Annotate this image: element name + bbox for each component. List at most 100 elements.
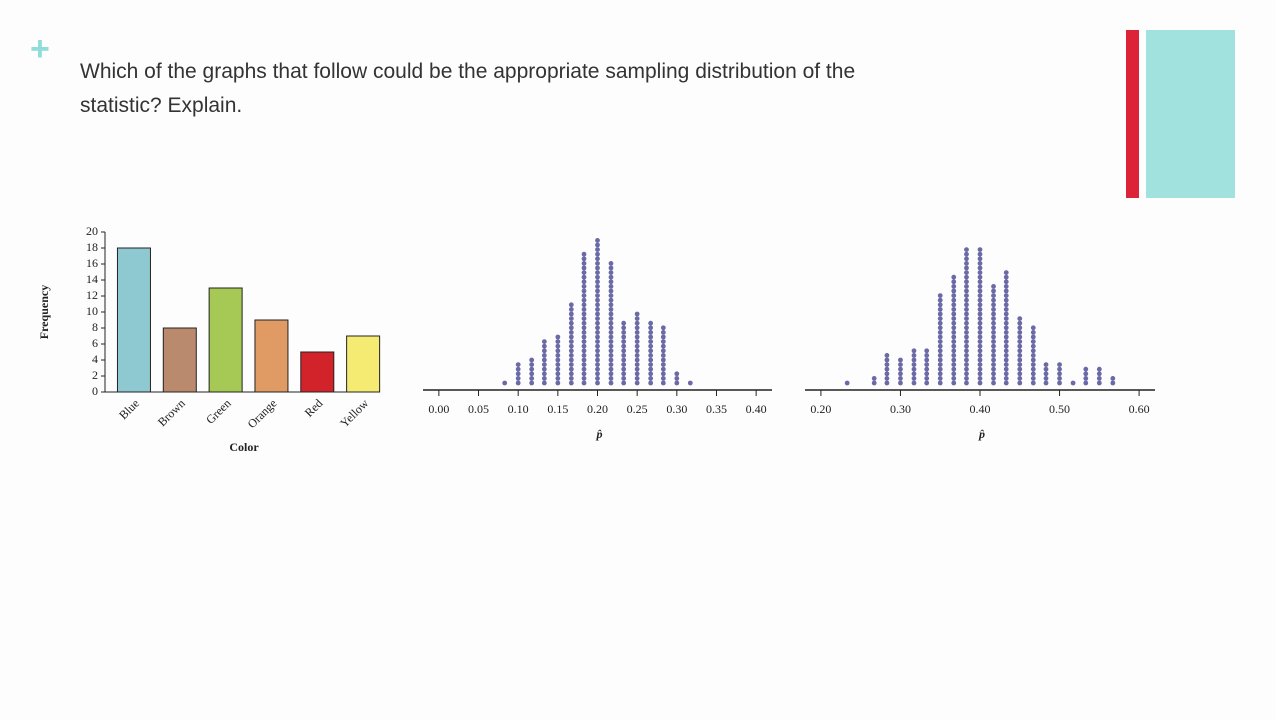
dot	[1003, 302, 1009, 308]
bar	[254, 319, 289, 393]
dot	[937, 366, 943, 372]
dot	[964, 330, 969, 335]
dot	[964, 279, 969, 285]
dot	[964, 270, 969, 275]
dot	[608, 293, 614, 298]
dot	[1003, 325, 1009, 331]
dot	[964, 265, 969, 271]
dot	[581, 343, 587, 349]
dot	[1043, 371, 1049, 377]
bar	[346, 335, 381, 393]
dot	[581, 261, 587, 266]
dot	[977, 366, 983, 372]
dot	[964, 261, 969, 266]
dot	[621, 380, 627, 386]
dot	[1096, 376, 1102, 381]
dot	[621, 320, 627, 326]
dot	[871, 376, 877, 381]
dot	[595, 307, 600, 312]
dot	[581, 307, 587, 312]
dot	[608, 320, 614, 326]
dot	[1003, 339, 1009, 344]
x-tick-label: 0.05	[468, 402, 489, 416]
dot	[884, 353, 890, 358]
y-axis-label: Frequency	[37, 285, 51, 339]
dot	[977, 307, 983, 312]
x-tick-label: 0.40	[746, 402, 767, 416]
x-tick-label: 0.60	[1129, 402, 1150, 416]
dot	[555, 343, 561, 349]
dot	[674, 380, 680, 386]
dot	[595, 339, 600, 344]
x-tick-label: 0.10	[508, 402, 529, 416]
dot	[1096, 366, 1102, 372]
dot	[568, 357, 574, 363]
question-line: statistic? Explain.	[80, 94, 243, 117]
dot	[660, 357, 666, 363]
dot	[1003, 376, 1009, 381]
dot	[1057, 371, 1062, 377]
dot	[977, 261, 983, 266]
dot	[924, 353, 930, 358]
dot	[648, 334, 654, 340]
dot	[977, 311, 983, 317]
dot	[1003, 357, 1009, 363]
dot	[621, 334, 627, 340]
dot	[595, 302, 600, 308]
dot	[898, 380, 903, 386]
bullet-marker: +	[30, 30, 50, 68]
dot	[977, 279, 983, 285]
dot	[648, 353, 654, 358]
x-tick-label: 0.20	[810, 402, 831, 416]
dot	[529, 362, 535, 367]
dot	[964, 380, 969, 386]
dot	[648, 320, 654, 326]
dot	[977, 251, 983, 257]
dot	[911, 348, 917, 354]
dot	[1043, 380, 1049, 386]
dot	[541, 371, 547, 377]
dot	[964, 343, 969, 349]
dot	[1003, 334, 1009, 340]
dot	[964, 371, 969, 377]
dot	[924, 380, 930, 386]
x-tick-label: Red	[302, 396, 326, 420]
dot	[595, 334, 600, 340]
y-tick-label: 2	[92, 368, 98, 382]
dot	[991, 284, 996, 289]
dot	[977, 320, 983, 326]
dot	[581, 293, 587, 298]
dot	[951, 353, 957, 358]
dot	[608, 348, 614, 354]
dot	[634, 330, 640, 335]
dot	[1017, 320, 1023, 326]
dot	[924, 376, 930, 381]
dot	[991, 311, 996, 317]
dot	[1030, 371, 1036, 377]
dot	[595, 371, 600, 377]
dot	[1003, 284, 1009, 289]
dot	[581, 279, 587, 285]
dot	[1017, 343, 1023, 349]
dot	[951, 380, 957, 386]
dot	[951, 343, 957, 349]
dot	[937, 297, 943, 303]
dot	[581, 284, 587, 289]
dot	[608, 376, 614, 381]
dot	[964, 293, 969, 298]
y-tick-label: 0	[92, 384, 98, 398]
dot	[568, 353, 574, 358]
dot	[951, 339, 957, 344]
dot	[951, 330, 957, 335]
dot	[977, 316, 983, 321]
dot	[648, 343, 654, 349]
x-tick-label: 0.25	[627, 402, 648, 416]
dot	[951, 307, 957, 312]
dot	[621, 353, 627, 358]
dot	[951, 297, 957, 303]
dot	[937, 320, 943, 326]
x-tick-label: Brown	[155, 396, 188, 429]
dot	[898, 362, 903, 367]
dot	[595, 348, 600, 354]
